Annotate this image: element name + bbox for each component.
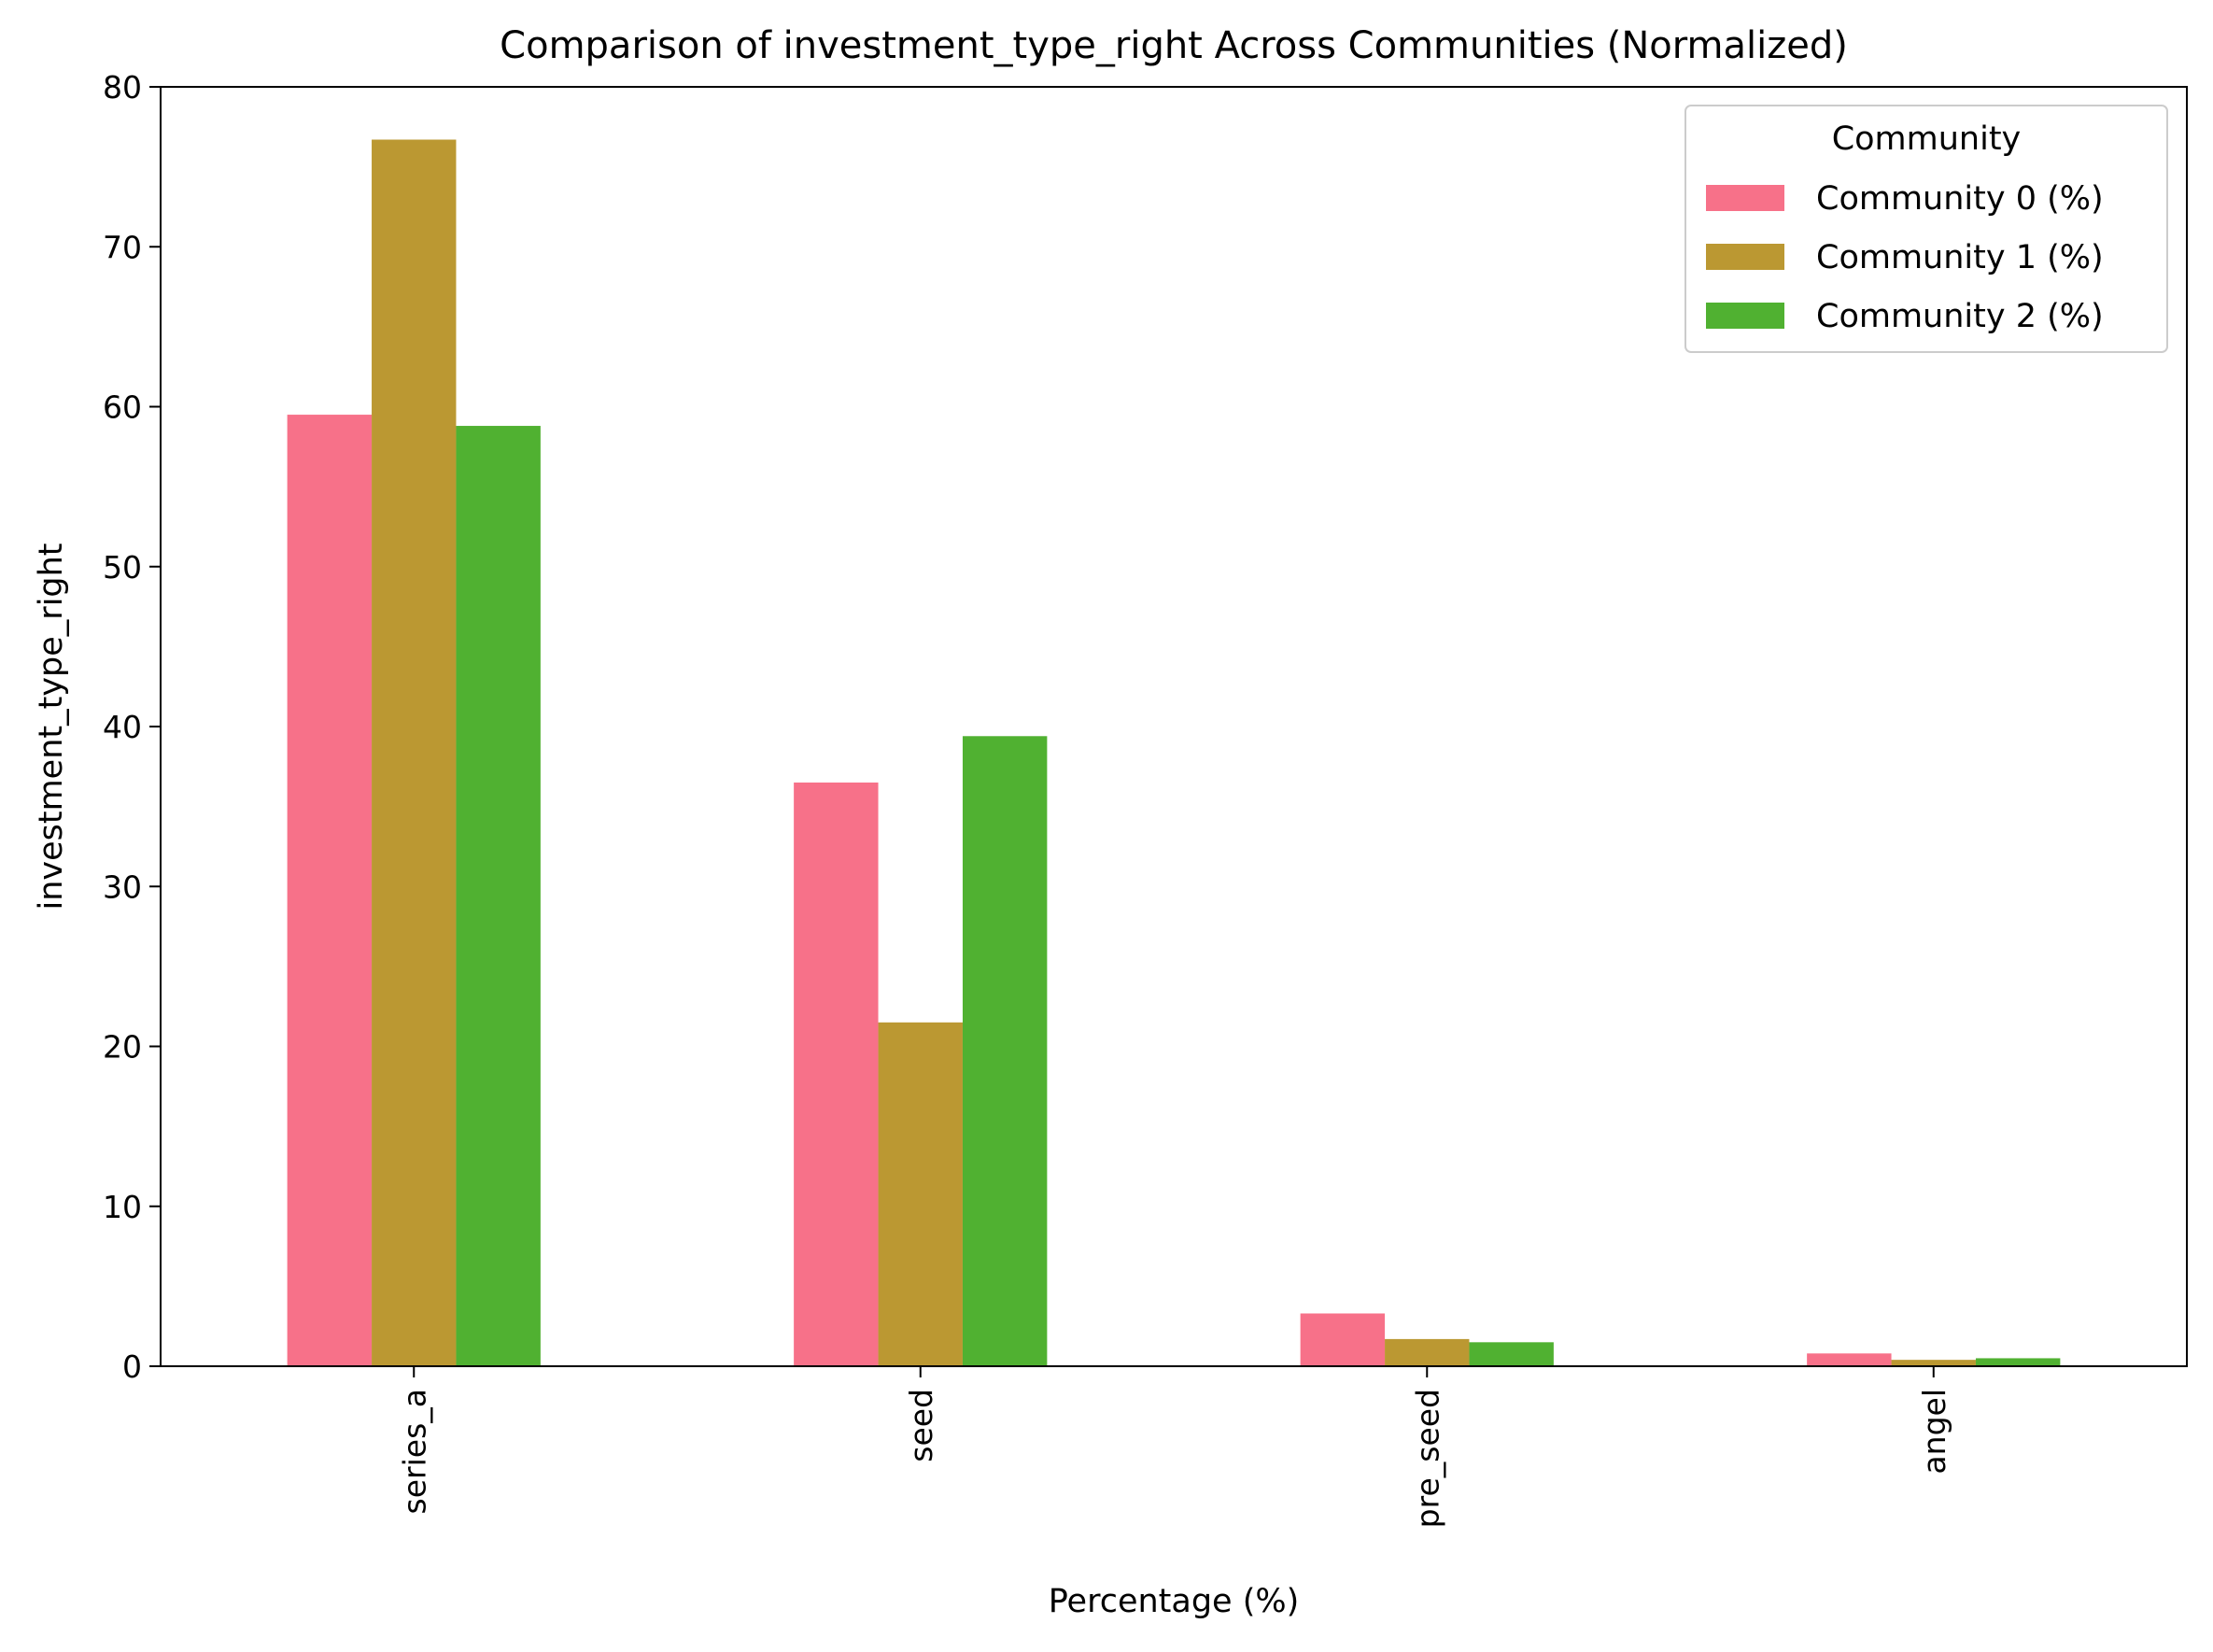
y-tick-label: 40	[103, 709, 142, 745]
bar-series_a-series-1	[372, 139, 457, 1367]
bar-angel-series-1	[1891, 1360, 1976, 1366]
y-tick-label: 60	[103, 389, 142, 426]
bar-seed-series-2	[962, 736, 1048, 1366]
legend-label-series-0: Community 0 (%)	[1816, 180, 2104, 218]
bar-seed-series-0	[794, 782, 879, 1366]
legend-title: Community	[1832, 120, 2022, 158]
legend-frame	[1684, 105, 2168, 353]
bar-seed-series-1	[878, 1022, 963, 1366]
x-axis-label: Percentage (%)	[1049, 1583, 1300, 1620]
bar-series_a-series-0	[287, 415, 373, 1366]
legend-swatch-series-1	[1706, 244, 1784, 270]
x-tick-label-series_a: series_a	[396, 1389, 432, 1514]
x-axis: series_a seed pre_seed angel	[396, 1366, 1952, 1528]
bar-pre_seed-series-2	[1469, 1342, 1554, 1366]
plot-frame	[160, 86, 2188, 1367]
bars-group	[287, 139, 2061, 1367]
y-tick-label: 50	[103, 549, 142, 586]
x-tick-label-angel: angel	[1916, 1389, 1952, 1475]
x-tick-label-seed: seed	[903, 1389, 939, 1462]
y-tick-label: 10	[103, 1189, 142, 1225]
chart-title: Comparison of investment_type_right Acro…	[500, 24, 1848, 67]
bar-series_a-series-2	[456, 426, 541, 1366]
y-tick-label: 30	[103, 868, 142, 905]
legend-label-series-1: Community 1 (%)	[1816, 239, 2104, 276]
bar-angel-series-0	[1807, 1353, 1892, 1366]
y-tick-label: 20	[103, 1029, 142, 1066]
y-tick-label: 70	[103, 229, 142, 265]
legend-swatch-series-2	[1706, 303, 1784, 329]
bar-pre_seed-series-0	[1300, 1313, 1386, 1366]
legend-items: Community 0 (%) Community 1 (%) Community …	[1706, 180, 2104, 335]
legend: Community Community 0 (%) Community 1 (%)…	[1684, 105, 2168, 353]
y-tick-label: 80	[103, 69, 142, 106]
y-axis-label: investment_type_right	[33, 543, 70, 910]
y-axis: 0 10 20 30 40 50 60 70 80	[103, 69, 161, 1385]
legend-label-series-2: Community 2 (%)	[1816, 298, 2104, 335]
legend-swatch-series-0	[1706, 185, 1784, 211]
y-tick-label: 0	[122, 1348, 142, 1385]
bar-pre_seed-series-1	[1385, 1338, 1470, 1366]
bar-angel-series-2	[1975, 1358, 2061, 1366]
x-tick-label-pre_seed: pre_seed	[1409, 1389, 1445, 1528]
